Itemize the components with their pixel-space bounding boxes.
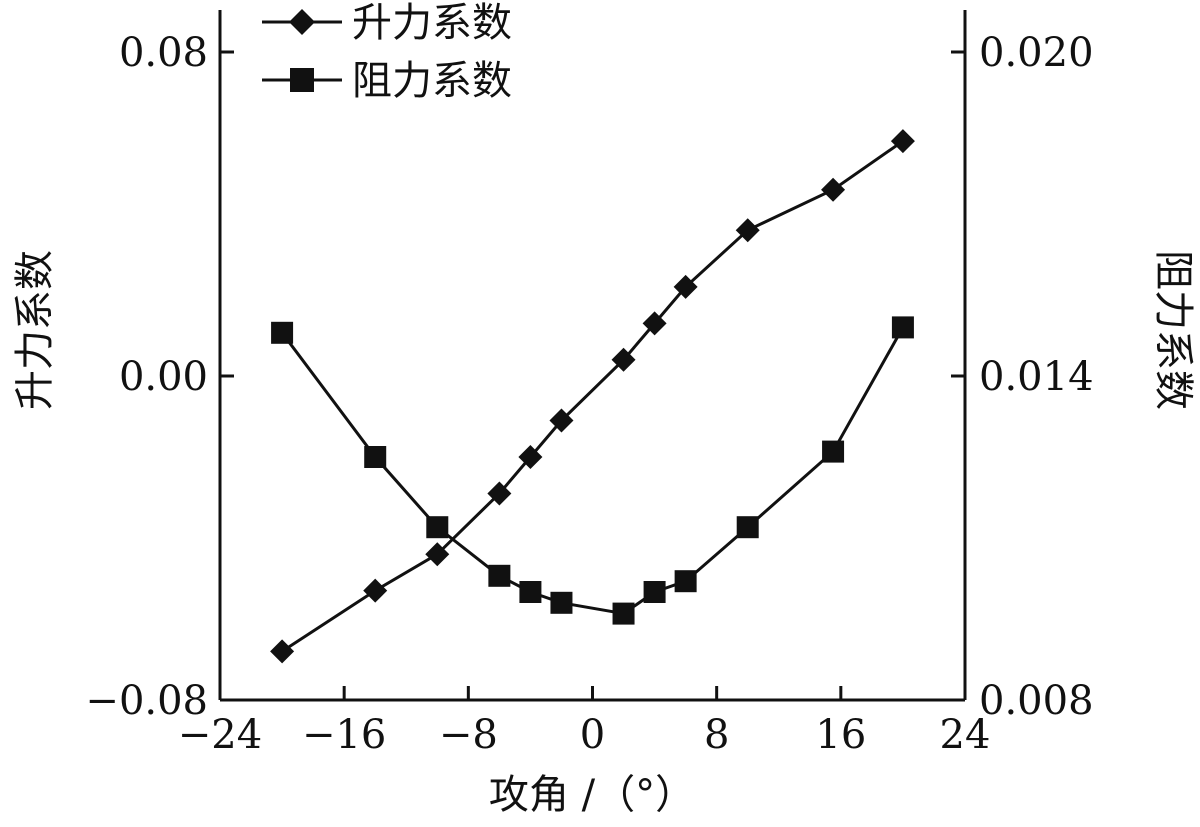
- legend-marker-square: [290, 68, 314, 92]
- data-point-diamond: [363, 578, 388, 603]
- x-tick-label: −8: [439, 712, 498, 758]
- right-y-tick-label: 0.008: [979, 678, 1094, 724]
- data-point-diamond: [549, 408, 574, 433]
- series-line: [280, 326, 905, 616]
- data-point-diamond: [890, 129, 915, 154]
- data-point-square: [643, 581, 666, 603]
- data-point-square: [488, 564, 511, 587]
- data-point-square: [891, 316, 914, 339]
- x-tick-label: −16: [302, 712, 386, 758]
- data-point-diamond: [673, 274, 698, 299]
- series-1: [270, 129, 915, 664]
- legend-label: 阻力系数: [352, 58, 512, 104]
- data-point-diamond: [735, 218, 760, 243]
- data-point-square: [550, 591, 573, 614]
- right-y-tick-label: 0.014: [979, 354, 1094, 400]
- legend-label: 升力系数: [352, 0, 512, 46]
- data-point-square: [271, 321, 294, 344]
- data-point-diamond: [821, 177, 846, 202]
- data-point-square: [364, 446, 387, 468]
- x-tick-label: 16: [815, 712, 866, 758]
- data-point-diamond: [642, 311, 667, 336]
- data-point-square: [519, 581, 542, 603]
- x-tick-label: 8: [704, 712, 729, 758]
- x-tick-label: 0: [580, 712, 605, 758]
- legend-marker-diamond: [289, 9, 315, 35]
- series-line: [281, 139, 904, 653]
- right-y-axis-title: 阻力系数: [1150, 250, 1196, 410]
- data-point-diamond: [425, 542, 450, 567]
- right-y-tick-label: 0.020: [979, 30, 1094, 76]
- data-point-square: [612, 602, 635, 625]
- x-axis-title: 攻角 /（°）: [489, 772, 695, 818]
- left-y-tick-label: −0.08: [85, 678, 208, 724]
- data-point-square: [426, 516, 449, 539]
- series-2: [271, 316, 914, 625]
- data-point-diamond: [270, 639, 295, 664]
- legend-item: 升力系数: [262, 0, 512, 46]
- left-y-tick-label: 0.08: [119, 30, 208, 76]
- data-point-square: [736, 516, 759, 539]
- data-point-square: [822, 440, 845, 463]
- data-point-diamond: [518, 445, 543, 469]
- x-tick-label: −24: [178, 712, 262, 758]
- axes: −24 −16 −8 0 8 16 24 −0.08 0.00 0.08 0.008 0.014 0.0…: [85, 10, 1094, 758]
- x-tick-label: 24: [940, 712, 991, 758]
- data-point-diamond: [611, 347, 636, 372]
- data-point-diamond: [487, 481, 512, 506]
- data-point-square: [674, 570, 697, 593]
- left-y-axis-title: 升力系数: [12, 250, 58, 410]
- legend-item: 阻力系数: [262, 58, 512, 104]
- series-layer: [270, 129, 915, 664]
- left-y-tick-label: 0.00: [119, 354, 208, 400]
